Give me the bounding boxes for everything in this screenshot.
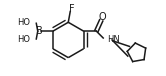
Text: O: O [98, 12, 106, 22]
Text: HN: HN [107, 35, 120, 44]
Text: B: B [36, 26, 43, 36]
Text: HO: HO [17, 18, 30, 27]
Text: F: F [69, 4, 75, 14]
Text: HO: HO [17, 35, 30, 44]
